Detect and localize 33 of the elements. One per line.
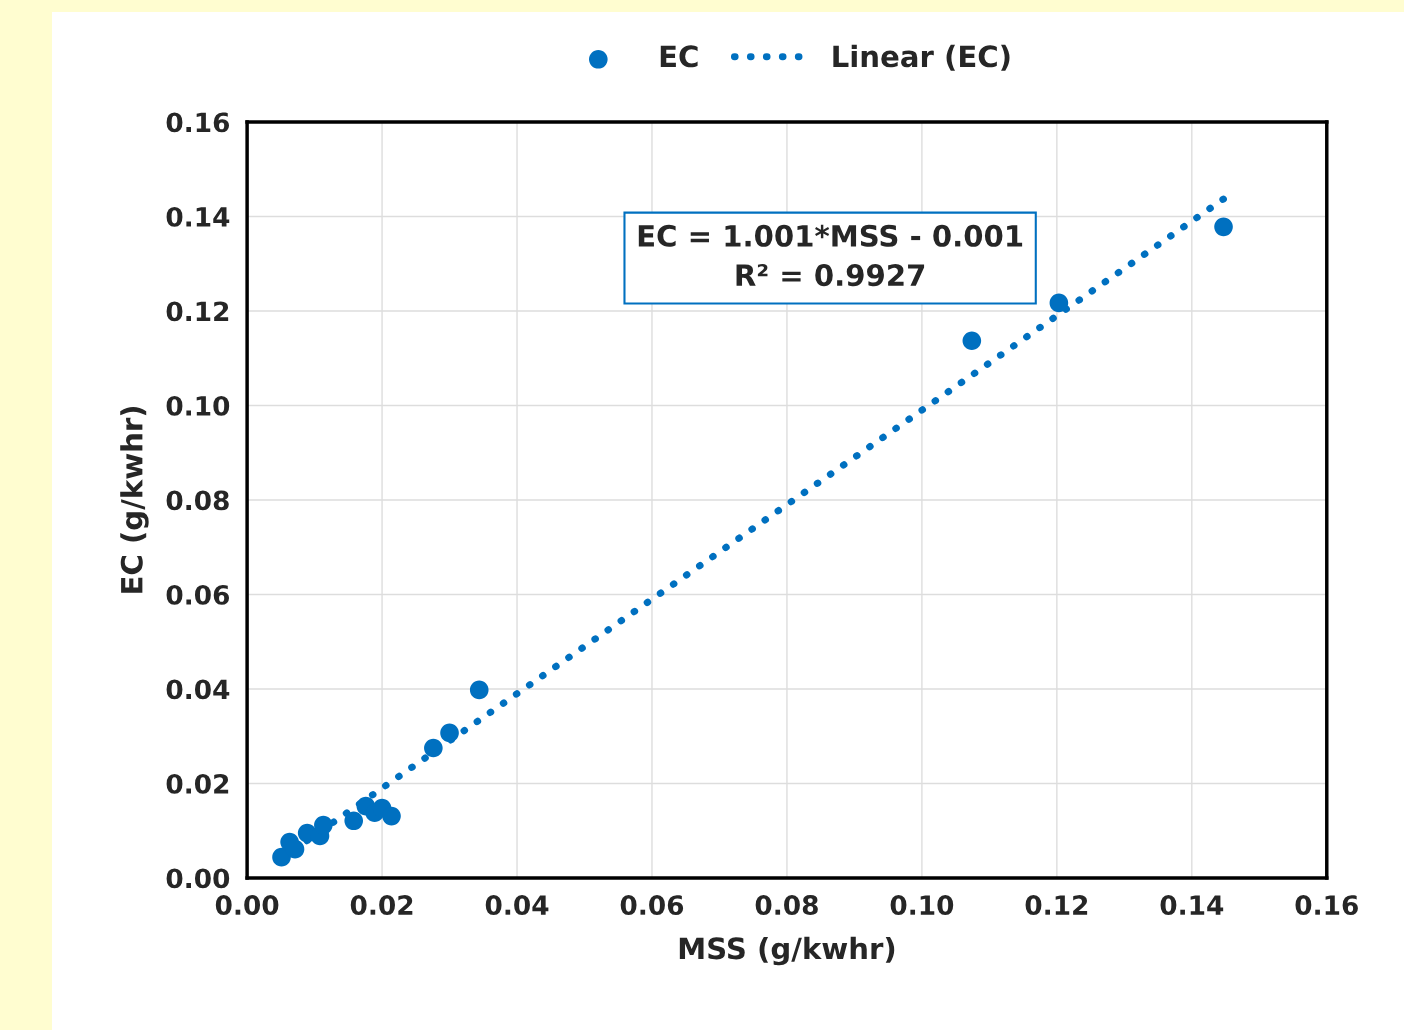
point xyxy=(440,723,459,743)
x-tick-label: 0.04 xyxy=(485,895,549,916)
legend-label: Linear (EC) xyxy=(833,44,1010,71)
y-tick-label: 0.04 xyxy=(166,679,230,700)
y-tick-label: 0.06 xyxy=(166,584,230,605)
x-tick-label: 0.10 xyxy=(890,895,954,916)
point xyxy=(1049,293,1069,313)
y-tick-label: 0.12 xyxy=(166,301,229,322)
x-tick-label: 0.06 xyxy=(620,895,684,916)
point xyxy=(1214,217,1233,237)
y-tick-label: 0.02 xyxy=(166,773,229,794)
x-tick-label: 0.16 xyxy=(1295,895,1358,916)
legend-label: EC xyxy=(660,45,698,68)
annotation: EC = 1.001*MSS - 0.001 R² = 0.9927 xyxy=(638,224,1023,287)
point xyxy=(344,811,364,831)
y-tick-label: 0.10 xyxy=(166,395,230,416)
y-axis-title: EC (g/kwhr) xyxy=(120,406,149,593)
point xyxy=(285,839,305,859)
y-tick-label: 0.00 xyxy=(166,868,230,889)
x-tick-label: 0.00 xyxy=(215,895,279,916)
x-tick-label: 0.14 xyxy=(1160,895,1224,916)
point xyxy=(314,815,333,835)
x-tick-label: 0.12 xyxy=(1025,895,1088,916)
x-tick-label: 0.08 xyxy=(755,895,818,916)
x-axis-title: MSS (g/kwhr) xyxy=(679,936,895,966)
y-tick-label: 0.14 xyxy=(166,206,230,227)
point xyxy=(469,680,489,700)
y-tick-label: 0.08 xyxy=(166,490,229,511)
point xyxy=(424,738,443,758)
x-tick-label: 0.02 xyxy=(350,895,413,916)
point xyxy=(382,806,401,826)
point xyxy=(962,331,982,351)
y-tick-label: 0.16 xyxy=(166,112,230,133)
